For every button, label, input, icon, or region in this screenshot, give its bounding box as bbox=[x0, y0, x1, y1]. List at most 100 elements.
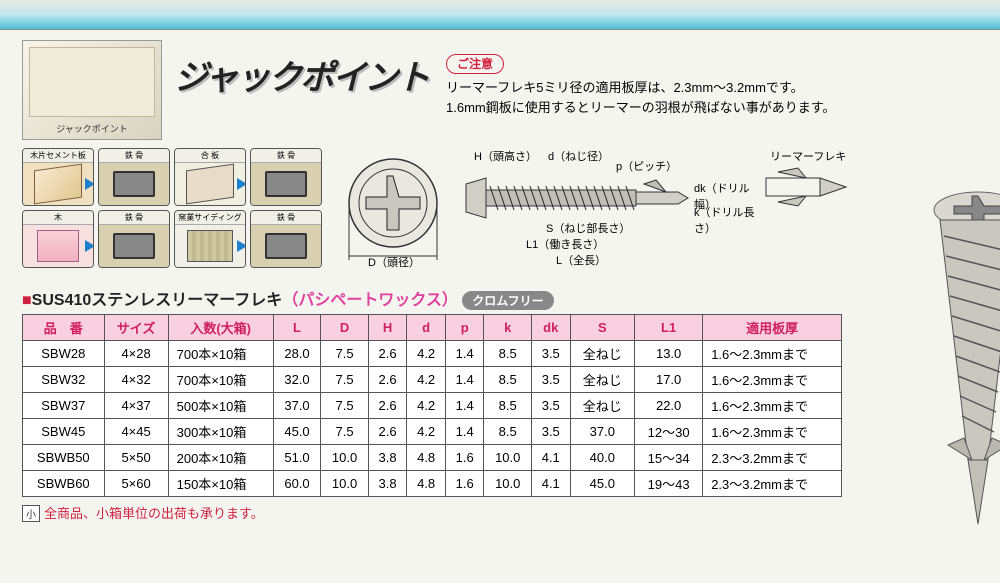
table-row: SBWB605×60150本×10箱60.010.03.84.81.610.04… bbox=[23, 471, 842, 497]
table-cell: SBW28 bbox=[23, 341, 105, 367]
arrow-icon bbox=[85, 178, 94, 190]
table-cell: 1.6～2.3mmまで bbox=[703, 419, 842, 445]
table-cell: 1.4 bbox=[445, 367, 484, 393]
table-cell: 8.5 bbox=[484, 367, 532, 393]
product-box-image: ジャックポイント bbox=[22, 40, 162, 140]
table-cell: 1.6 bbox=[445, 445, 484, 471]
table-cell: 51.0 bbox=[273, 445, 321, 471]
table-cell: SBW45 bbox=[23, 419, 105, 445]
th: L bbox=[273, 315, 321, 341]
th: L1 bbox=[635, 315, 703, 341]
mat-cell: 窯業サイディング bbox=[174, 210, 246, 268]
lbl-reamer: リーマーフレキ bbox=[770, 148, 846, 164]
th: D bbox=[321, 315, 369, 341]
table-row: SBW284×28700本×10箱28.07.52.64.21.48.53.5全… bbox=[23, 341, 842, 367]
table-cell: 45.0 bbox=[273, 419, 321, 445]
table-cell: 7.5 bbox=[321, 367, 369, 393]
lbl-L: L（全長） bbox=[556, 252, 606, 268]
material-grid: 木片セメント板 鉄 骨 合 板 鉄 骨 木 鉄 骨 窯業サイディング 鉄 骨 bbox=[22, 148, 322, 270]
table-cell: 4×28 bbox=[104, 341, 168, 367]
table-cell: 4.2 bbox=[407, 393, 446, 419]
table-cell: 5×60 bbox=[104, 471, 168, 497]
table-cell: 700本×10箱 bbox=[168, 367, 273, 393]
diagram-area: D（頭径） H（頭高さ） bbox=[338, 148, 982, 270]
table-cell: 4.2 bbox=[407, 341, 446, 367]
spec-table: 品 番 サイズ 入数(大箱) L D H d p k dk S L1 適用板厚 … bbox=[22, 314, 842, 497]
mid-row: 木片セメント板 鉄 骨 合 板 鉄 骨 木 鉄 骨 窯業サイディング 鉄 骨 D… bbox=[0, 140, 1000, 270]
table-cell: 1.6～2.3mmまで bbox=[703, 393, 842, 419]
title-block: ジャックポイント bbox=[174, 40, 434, 140]
table-cell: 2.6 bbox=[368, 393, 407, 419]
table-cell: 150本×10箱 bbox=[168, 471, 273, 497]
table-row: SBW324×32700本×10箱32.07.52.64.21.48.53.5全… bbox=[23, 367, 842, 393]
table-cell: 4.2 bbox=[407, 367, 446, 393]
section-marker: ■ bbox=[22, 292, 32, 309]
table-cell: 22.0 bbox=[635, 393, 703, 419]
table-cell: 45.0 bbox=[570, 471, 635, 497]
table-cell: 全ねじ bbox=[570, 367, 635, 393]
table-cell: 8.5 bbox=[484, 393, 532, 419]
footer-text: 全商品、小箱単位の出荷も承ります。 bbox=[44, 506, 264, 521]
arrow-icon bbox=[237, 178, 246, 190]
lbl-d: d（ねじ径） bbox=[548, 148, 609, 164]
table-row: SBW374×37500本×10箱37.07.52.64.21.48.53.5全… bbox=[23, 393, 842, 419]
mat-cell: 鉄 骨 bbox=[98, 210, 170, 268]
table-cell: 3.5 bbox=[531, 341, 570, 367]
table-cell: 1.4 bbox=[445, 419, 484, 445]
table-cell: 8.5 bbox=[484, 341, 532, 367]
table-cell: 10.0 bbox=[321, 471, 369, 497]
th: p bbox=[445, 315, 484, 341]
table-cell: 7.5 bbox=[321, 393, 369, 419]
screw-diagram: H（頭高さ） d（ねじ径） p（ピッチ） dk（ドリル幅） k（ドリル長さ） S… bbox=[456, 148, 756, 270]
table-cell: SBW37 bbox=[23, 393, 105, 419]
section-parens: （パシペートワックス） bbox=[282, 292, 458, 309]
lbl-p: p（ピッチ） bbox=[616, 158, 677, 174]
table-cell: 全ねじ bbox=[570, 341, 635, 367]
caution-line-1: リーマーフレキ5ミリ径の適用板厚は、2.3mm～3.2mmです。 bbox=[446, 80, 804, 95]
table-cell: 3.8 bbox=[368, 445, 407, 471]
table-cell: 12～30 bbox=[635, 419, 703, 445]
arrow-icon bbox=[237, 240, 246, 252]
reamer-diagram: リーマーフレキ bbox=[764, 148, 854, 208]
table-cell: 500本×10箱 bbox=[168, 393, 273, 419]
th: 品 番 bbox=[23, 315, 105, 341]
mat-cell: 鉄 骨 bbox=[250, 210, 322, 268]
d-head-label: D（頭径） bbox=[368, 254, 420, 270]
table-cell: 37.0 bbox=[273, 393, 321, 419]
table-cell: 1.6～2.3mmまで bbox=[703, 341, 842, 367]
table-cell: 60.0 bbox=[273, 471, 321, 497]
mat-cell: 鉄 骨 bbox=[98, 148, 170, 206]
table-cell: 2.3～3.2mmまで bbox=[703, 445, 842, 471]
table-cell: 4.1 bbox=[531, 445, 570, 471]
table-cell: 300本×10箱 bbox=[168, 419, 273, 445]
table-cell: 4.8 bbox=[407, 471, 446, 497]
table-cell: 700本×10箱 bbox=[168, 341, 273, 367]
table-row: SBWB505×50200本×10箱51.010.03.84.81.610.04… bbox=[23, 445, 842, 471]
table-header-row: 品 番 サイズ 入数(大箱) L D H d p k dk S L1 適用板厚 bbox=[23, 315, 842, 341]
table-cell: 13.0 bbox=[635, 341, 703, 367]
th: H bbox=[368, 315, 407, 341]
header-row: ジャックポイント ジャックポイント ご注意 リーマーフレキ5ミリ径の適用板厚は、… bbox=[0, 30, 1000, 140]
section-title-text: SUS410ステンレスリーマーフレキ bbox=[32, 292, 283, 309]
table-cell: 4.8 bbox=[407, 445, 446, 471]
mat-cell: 鉄 骨 bbox=[250, 148, 322, 206]
table-cell: 2.6 bbox=[368, 419, 407, 445]
table-cell: 10.0 bbox=[321, 445, 369, 471]
table-cell: 10.0 bbox=[484, 471, 532, 497]
th: dk bbox=[531, 315, 570, 341]
caution-line-2: 1.6mm鋼板に使用するとリーマーの羽根が飛ばない事があります。 bbox=[446, 100, 835, 115]
lbl-k: k（ドリル長さ） bbox=[694, 204, 756, 236]
th: d bbox=[407, 315, 446, 341]
section-title: ■SUS410ステンレスリーマーフレキ（パシペートワックス） クロムフリー bbox=[22, 286, 1000, 310]
lbl-L1: L1（働き長さ） bbox=[526, 236, 604, 252]
box-label: ジャックポイント bbox=[56, 122, 128, 135]
lbl-S: S（ねじ部長さ） bbox=[546, 220, 630, 236]
table-cell: 4×37 bbox=[104, 393, 168, 419]
th: k bbox=[484, 315, 532, 341]
table-cell: 1.4 bbox=[445, 393, 484, 419]
head-diagram: D（頭径） bbox=[338, 148, 448, 270]
table-cell: 2.3～3.2mmまで bbox=[703, 471, 842, 497]
table-cell: 10.0 bbox=[484, 445, 532, 471]
table-cell: 1.4 bbox=[445, 341, 484, 367]
chrome-free-badge: クロムフリー bbox=[462, 291, 553, 310]
